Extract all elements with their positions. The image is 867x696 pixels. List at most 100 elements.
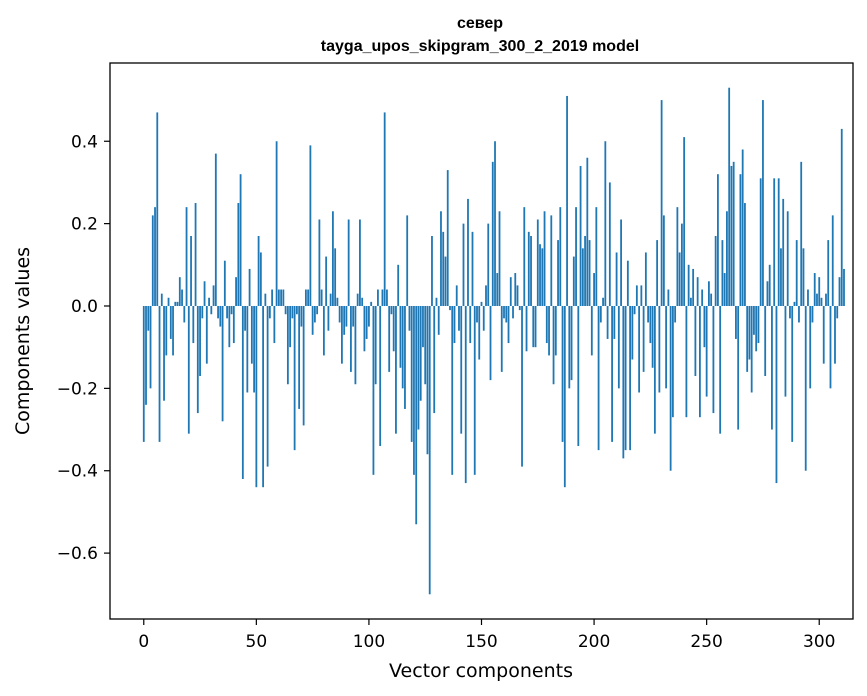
bar [536,219,539,306]
bar [588,240,591,306]
bar [264,293,267,306]
bar [834,305,836,364]
bar [426,305,429,455]
bar [302,305,305,426]
bar [633,305,636,315]
bar [221,305,224,422]
bar [388,305,391,372]
bar [392,305,395,352]
bar [325,256,328,306]
bar [275,141,278,306]
bar [615,252,618,306]
bar [469,305,472,344]
bar [316,305,319,315]
bar [638,305,641,393]
bar [237,203,240,306]
bar [500,305,503,372]
bar [647,305,650,323]
bar [534,305,537,348]
bar [732,161,735,306]
bar [719,305,722,434]
bar [523,207,526,306]
bar [487,223,490,306]
bar [543,211,546,306]
bar [559,207,562,306]
bar [365,305,368,339]
bar [804,305,807,471]
y-tick-label: 0.4 [71,132,98,152]
bar [268,305,271,319]
bar [271,289,274,306]
bar [789,305,791,319]
bar [404,305,406,409]
bar [554,305,557,356]
bar [604,141,607,306]
bar [703,305,706,348]
bar [658,305,661,393]
bar [163,305,165,401]
bar [293,305,296,451]
bar [322,305,325,356]
bar [329,293,332,306]
bar [757,305,760,344]
bar [374,305,377,385]
bar [723,273,726,306]
bar [311,305,314,335]
bar [685,305,688,418]
bar [509,277,512,306]
bar [689,297,692,306]
bar [395,305,397,434]
bar [228,305,231,348]
bar [250,305,253,364]
bar [167,297,170,306]
bar [635,285,638,306]
bar [176,301,179,306]
bar [482,305,485,331]
bar [307,289,310,306]
bar [577,305,580,447]
x-tick-label: 300 [803,632,835,652]
bar [286,305,289,385]
bar [613,305,616,339]
chart-title: север [457,15,503,32]
bar [762,100,764,306]
bar [710,293,713,306]
x-tick-label: 200 [578,632,610,652]
bar [597,305,600,451]
bar [676,207,679,306]
bar [253,305,255,393]
bar [172,305,174,356]
bar [568,305,571,389]
bar [363,305,366,352]
bar [406,215,409,306]
bar [825,293,827,306]
bar [626,260,629,306]
x-tick-label: 150 [465,632,497,652]
bar [518,305,521,311]
bar [442,231,445,306]
bar [822,305,825,364]
bar [800,161,803,306]
bar [433,305,436,414]
bar [831,215,834,306]
bar [793,301,796,306]
bar [174,301,177,306]
bar [149,305,152,389]
bar [521,305,523,467]
bar [201,305,204,319]
bar [798,305,800,323]
bar [649,305,652,344]
bar [694,305,697,376]
bar [478,305,481,360]
bar [192,305,195,344]
bar [203,281,206,306]
bar [827,240,830,306]
bar [408,305,411,331]
bar [545,305,548,344]
bar [807,289,809,306]
bar [566,95,568,306]
bar [843,268,845,306]
bar [332,211,334,306]
y-tick-label: −0.2 [57,379,98,399]
bar [208,297,210,306]
